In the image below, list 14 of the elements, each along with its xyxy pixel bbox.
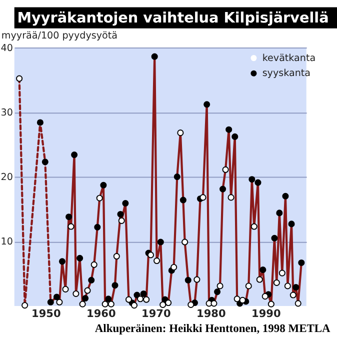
chart-title: Myyräkantojen vaihtelua Kilpisjärvellä <box>17 10 329 27</box>
y-tick-label: 30 <box>0 107 13 118</box>
y-tick-label: 10 <box>0 236 13 248</box>
legend-label: kevätkanta <box>262 52 316 64</box>
x-tick-label: 1990 <box>252 308 281 320</box>
y-tick-label: 20 <box>0 172 13 184</box>
y-tick-label: 40 <box>0 42 13 54</box>
legend-label: syyskanta <box>262 68 311 80</box>
x-tick-label: 1970 <box>142 308 171 320</box>
x-tick-label: 1980 <box>196 308 226 320</box>
y-axis-title: myyrää/100 pyydysyötä <box>1 30 118 42</box>
x-tick-label: 1960 <box>86 308 116 320</box>
x-tick-label: 1950 <box>32 308 61 320</box>
text: Alkuperäinen: Heikki Henttonen, 1998 METLA <box>94 322 332 335</box>
